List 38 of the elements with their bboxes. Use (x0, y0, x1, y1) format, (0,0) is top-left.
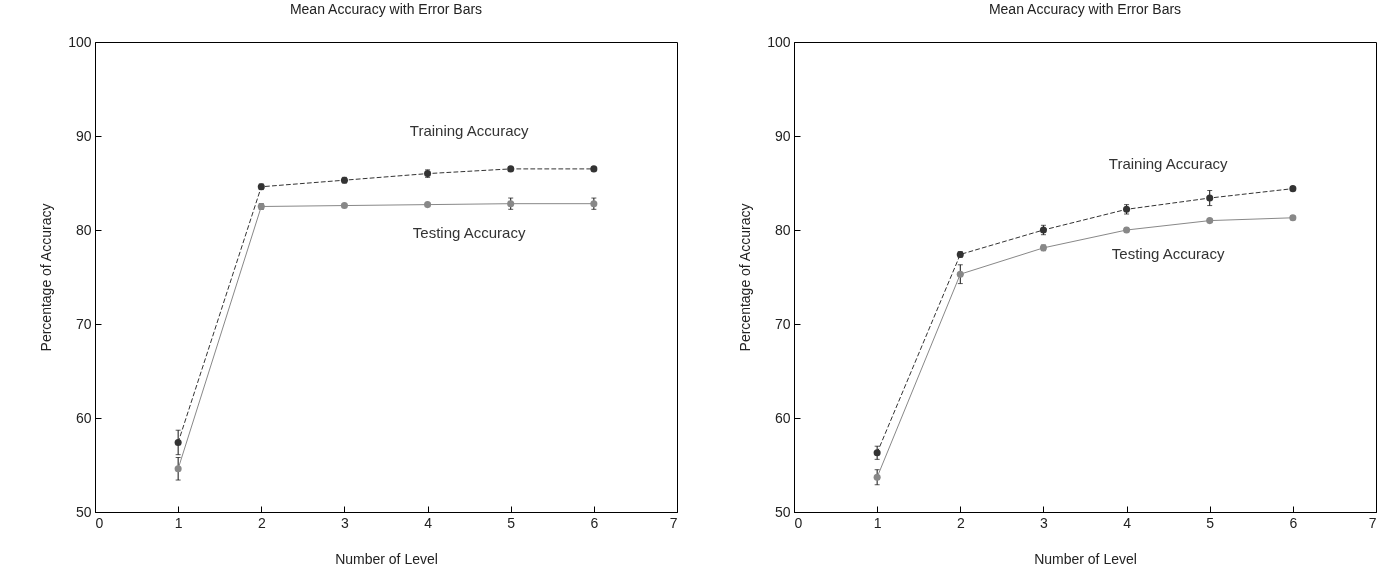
x-tick-label: 0 (95, 514, 104, 531)
y-tick-label: 100 (68, 33, 92, 50)
series-label: Testing Accuracy (1111, 245, 1225, 263)
x-tick-label: 6 (1289, 514, 1298, 531)
series-label: Testing Accuracy (412, 224, 526, 242)
x-tick-label: 5 (507, 514, 516, 531)
y-tick-label: 90 (75, 127, 92, 144)
x-tick-label: 4 (1123, 514, 1132, 531)
x-tick-label: 1 (873, 514, 882, 531)
y-tick-label: 70 (75, 315, 92, 332)
series-label: Training Accuracy (1108, 154, 1228, 172)
x-tick-label: 1 (174, 514, 183, 531)
y-axis-title: Percentage of Accuracy (38, 203, 55, 352)
y-tick-label: 100 (767, 33, 791, 50)
x-tick-label: 2 (956, 514, 965, 531)
y-tick-label: 80 (774, 221, 791, 238)
chart-title: Mean Accuracy with Error Bars (289, 1, 483, 17)
x-tick-label: 3 (341, 514, 350, 531)
x-axis-title: Number of Level (335, 550, 438, 567)
x-tick-label: 4 (424, 514, 433, 531)
series-label: Training Accuracy (409, 122, 529, 140)
y-axis-title: Percentage of Accuracy (737, 203, 754, 352)
y-tick-label: 60 (774, 409, 791, 426)
chart-title: Mean Accuracy with Error Bars (988, 1, 1182, 17)
x-tick-label: 7 (669, 514, 678, 531)
y-tick-label: 50 (75, 503, 92, 520)
y-tick-label: 80 (75, 221, 92, 238)
y-tick-label: 70 (774, 315, 791, 332)
x-tick-label: 7 (1368, 514, 1377, 531)
x-axis-title: Number of Level (1034, 550, 1137, 567)
x-tick-label: 5 (1206, 514, 1215, 531)
y-tick-label: 50 (774, 503, 791, 520)
x-tick-label: 3 (1040, 514, 1049, 531)
y-tick-label: 90 (774, 127, 791, 144)
y-tick-label: 60 (75, 409, 92, 426)
x-tick-label: 0 (794, 514, 803, 531)
x-tick-label: 6 (590, 514, 599, 531)
x-tick-label: 2 (257, 514, 266, 531)
